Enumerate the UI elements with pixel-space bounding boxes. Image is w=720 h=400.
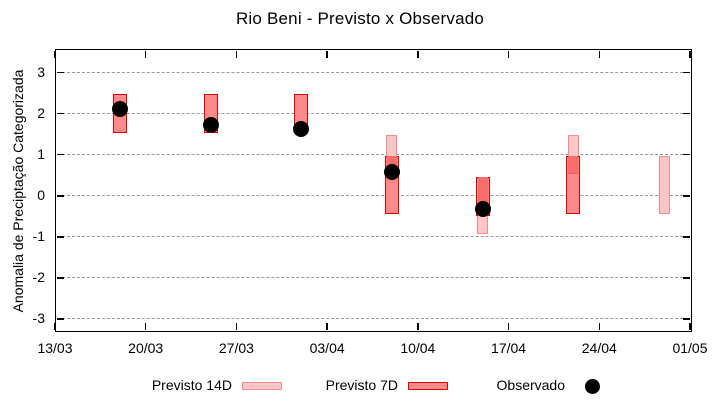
y-tick-mark-left (56, 277, 64, 279)
x-tick-label: 10/04 (400, 340, 436, 356)
x-tick-mark-top (598, 50, 601, 58)
legend-swatch-previsto-14d (242, 382, 282, 390)
forecast-overlap (568, 155, 579, 175)
x-tick-mark-bottom (598, 323, 601, 330)
gridline (57, 153, 688, 155)
y-tick-mark-left (56, 236, 64, 238)
observed-dot (293, 121, 310, 138)
gridline (57, 318, 688, 320)
x-tick-mark-bottom (689, 323, 691, 330)
x-tick-mark-bottom (144, 323, 147, 330)
y-tick-label: -1 (32, 228, 45, 245)
y-tick-mark-right (683, 236, 690, 238)
gridline (57, 71, 688, 73)
legend-label-observado: Observado (496, 377, 565, 393)
x-tick-mark-top (326, 50, 328, 58)
y-tick-label: -3 (32, 310, 45, 327)
y-tick-mark-left (56, 153, 64, 156)
y-tick-mark-right (683, 195, 690, 197)
legend-label-previsto-14d: Previsto 14D (151, 377, 232, 393)
y-tick-mark-right (683, 112, 690, 115)
observed-dot (111, 100, 128, 117)
x-tick-label: 01/05 (672, 340, 708, 356)
gridline (57, 236, 688, 238)
y-tick-mark-right (683, 71, 690, 74)
y-tick-mark-left (56, 112, 64, 115)
x-tick-mark-top (144, 50, 147, 58)
gridline (57, 195, 688, 197)
x-tick-mark-top (235, 50, 238, 58)
x-tick-mark-top (54, 50, 56, 58)
x-tick-label: 24/04 (581, 340, 617, 356)
observed-dot (474, 201, 491, 218)
x-tick-mark-bottom (235, 323, 238, 330)
forecast-overlap (477, 176, 488, 216)
legend-swatch-previsto-7d (408, 382, 448, 390)
gridline (57, 112, 688, 114)
y-tick-label: 3 (37, 63, 45, 80)
x-tick-mark-top (417, 50, 419, 58)
y-tick-mark-right (683, 318, 690, 320)
y-tick-label: 0 (37, 187, 45, 204)
y-tick-mark-left (56, 318, 64, 320)
y-tick-mark-left (56, 195, 64, 197)
y-tick-mark-left (56, 71, 64, 74)
x-tick-label: 27/03 (218, 340, 254, 356)
x-tick-mark-bottom (326, 323, 328, 330)
legend-observado-dot (585, 379, 600, 394)
legend-label-previsto-7d: Previsto 7D (325, 377, 398, 393)
x-tick-label: 17/04 (491, 340, 527, 356)
x-tick-label: 13/03 (37, 340, 73, 356)
plot-area (55, 49, 692, 332)
x-tick-mark-bottom (507, 323, 510, 330)
x-tick-mark-top (507, 50, 510, 58)
x-tick-mark-bottom (54, 323, 56, 330)
y-tick-mark-right (683, 277, 690, 279)
observed-dot (383, 164, 400, 181)
x-tick-mark-top (689, 50, 691, 58)
y-tick-label: 1 (37, 145, 45, 162)
y-tick-label: 2 (37, 104, 45, 121)
observed-dot (202, 117, 219, 134)
chart-title: Rio Beni - Previsto x Observado (235, 9, 485, 28)
forecast-14d-box (658, 155, 670, 214)
y-tick-mark-right (683, 153, 690, 156)
x-tick-label: 20/03 (128, 340, 164, 356)
x-tick-label: 03/04 (309, 340, 345, 356)
y-tick-label: -2 (32, 269, 45, 286)
gridline (57, 277, 688, 279)
x-tick-mark-bottom (417, 323, 419, 330)
